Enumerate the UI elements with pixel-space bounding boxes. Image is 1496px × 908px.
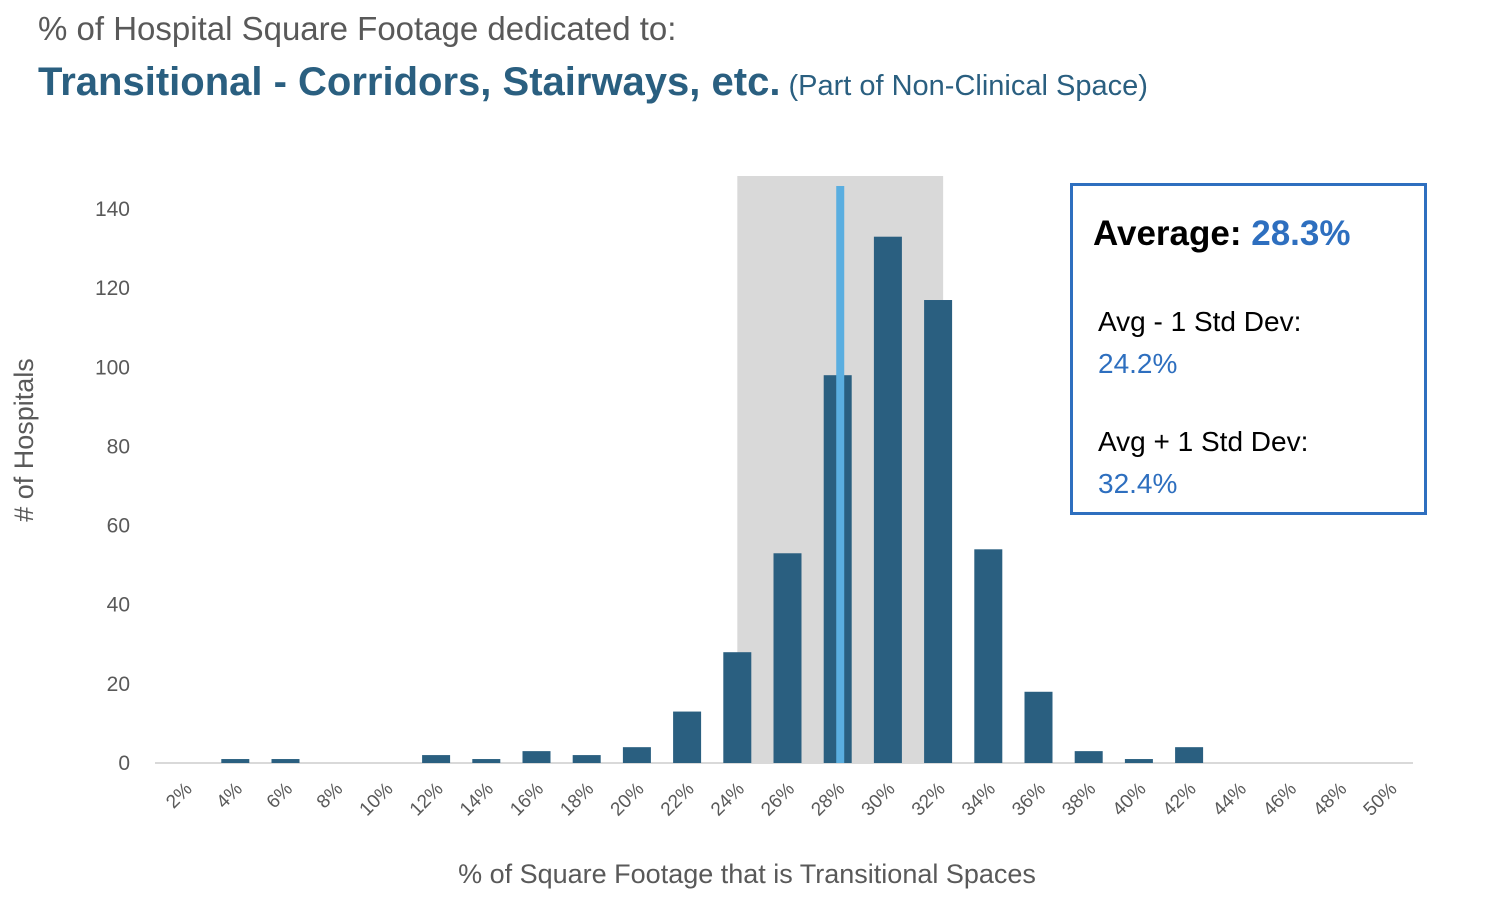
bar-22% — [673, 711, 702, 763]
bar-6% — [271, 759, 300, 763]
x-tick-label: 16% — [506, 779, 548, 821]
bar-30% — [873, 236, 902, 763]
bar-14% — [472, 759, 501, 763]
x-tick-label: 2% — [162, 779, 196, 813]
x-tick-label: 4% — [213, 779, 247, 813]
y-tick-label: 60 — [107, 515, 130, 538]
bar-26% — [773, 553, 802, 763]
bar-32% — [924, 300, 953, 763]
bar-40% — [1124, 759, 1153, 763]
chart-title-line1: % of Hospital Square Footage dedicated t… — [38, 10, 677, 47]
x-tick-label: 48% — [1309, 779, 1351, 821]
y-tick-label: 40 — [107, 594, 130, 617]
x-tick-label: 32% — [908, 779, 950, 821]
x-tick-label: 46% — [1259, 779, 1301, 821]
plus-std-label: Avg + 1 Std Dev: — [1098, 426, 1309, 457]
chart-title-main: Transitional - Corridors, Stairways, etc… — [38, 60, 781, 104]
bar-34% — [974, 549, 1003, 763]
x-tick-label: 10% — [356, 779, 398, 821]
x-tick-label: 18% — [556, 779, 598, 821]
y-tick-label: 140 — [95, 198, 130, 221]
x-tick-label: 6% — [263, 779, 297, 813]
x-tick-label: 42% — [1159, 779, 1201, 821]
x-tick-label: 28% — [807, 779, 849, 821]
chart-title-line2: Transitional - Corridors, Stairways, etc… — [38, 60, 1148, 105]
x-tick-label: 50% — [1360, 779, 1402, 821]
bar-36% — [1024, 691, 1053, 763]
average-stat: Average: 28.3% — [1093, 214, 1350, 254]
bar-12% — [422, 755, 451, 763]
bar-42% — [1175, 747, 1204, 763]
bar-38% — [1074, 751, 1103, 763]
x-tick-label: 8% — [313, 779, 347, 813]
plus-std-value: 32.4% — [1098, 468, 1178, 499]
y-tick-label: 120 — [95, 277, 130, 300]
chart-title-note: (Part of Non-Clinical Space) — [788, 70, 1148, 102]
stats-box: Average: 28.3% Avg - 1 Std Dev: 24.2% Av… — [1070, 183, 1427, 515]
y-tick-label: 100 — [95, 356, 130, 379]
x-axis-title: % of Square Footage that is Transitional… — [458, 859, 1036, 889]
y-tick-label: 20 — [107, 673, 130, 696]
x-tick-label: 12% — [406, 779, 448, 821]
x-tick-label: 26% — [757, 779, 799, 821]
y-axis-title: # of Hospitals — [9, 358, 39, 522]
y-tick-label: 80 — [107, 435, 130, 458]
x-tick-label: 30% — [858, 779, 900, 821]
x-tick-label: 20% — [607, 779, 649, 821]
x-tick-label: 14% — [456, 779, 498, 821]
average-label: Average: — [1093, 214, 1242, 253]
x-tick-label: 38% — [1058, 779, 1100, 821]
bar-4% — [221, 759, 250, 763]
x-tick-label: 44% — [1209, 779, 1251, 821]
bar-18% — [572, 755, 601, 763]
y-tick-label: 0 — [118, 752, 130, 775]
bar-20% — [622, 747, 651, 763]
minus-std-label: Avg - 1 Std Dev: — [1098, 306, 1302, 337]
x-tick-label: 40% — [1109, 779, 1151, 821]
average-line — [836, 186, 845, 763]
x-tick-label: 36% — [1008, 779, 1050, 821]
average-value: 28.3% — [1251, 214, 1351, 253]
x-tick-label: 22% — [657, 779, 699, 821]
bar-24% — [723, 652, 752, 763]
x-tick-label: 34% — [958, 779, 1000, 821]
bar-16% — [522, 751, 551, 763]
minus-std-value: 24.2% — [1098, 348, 1178, 379]
x-tick-label: 24% — [707, 779, 749, 821]
